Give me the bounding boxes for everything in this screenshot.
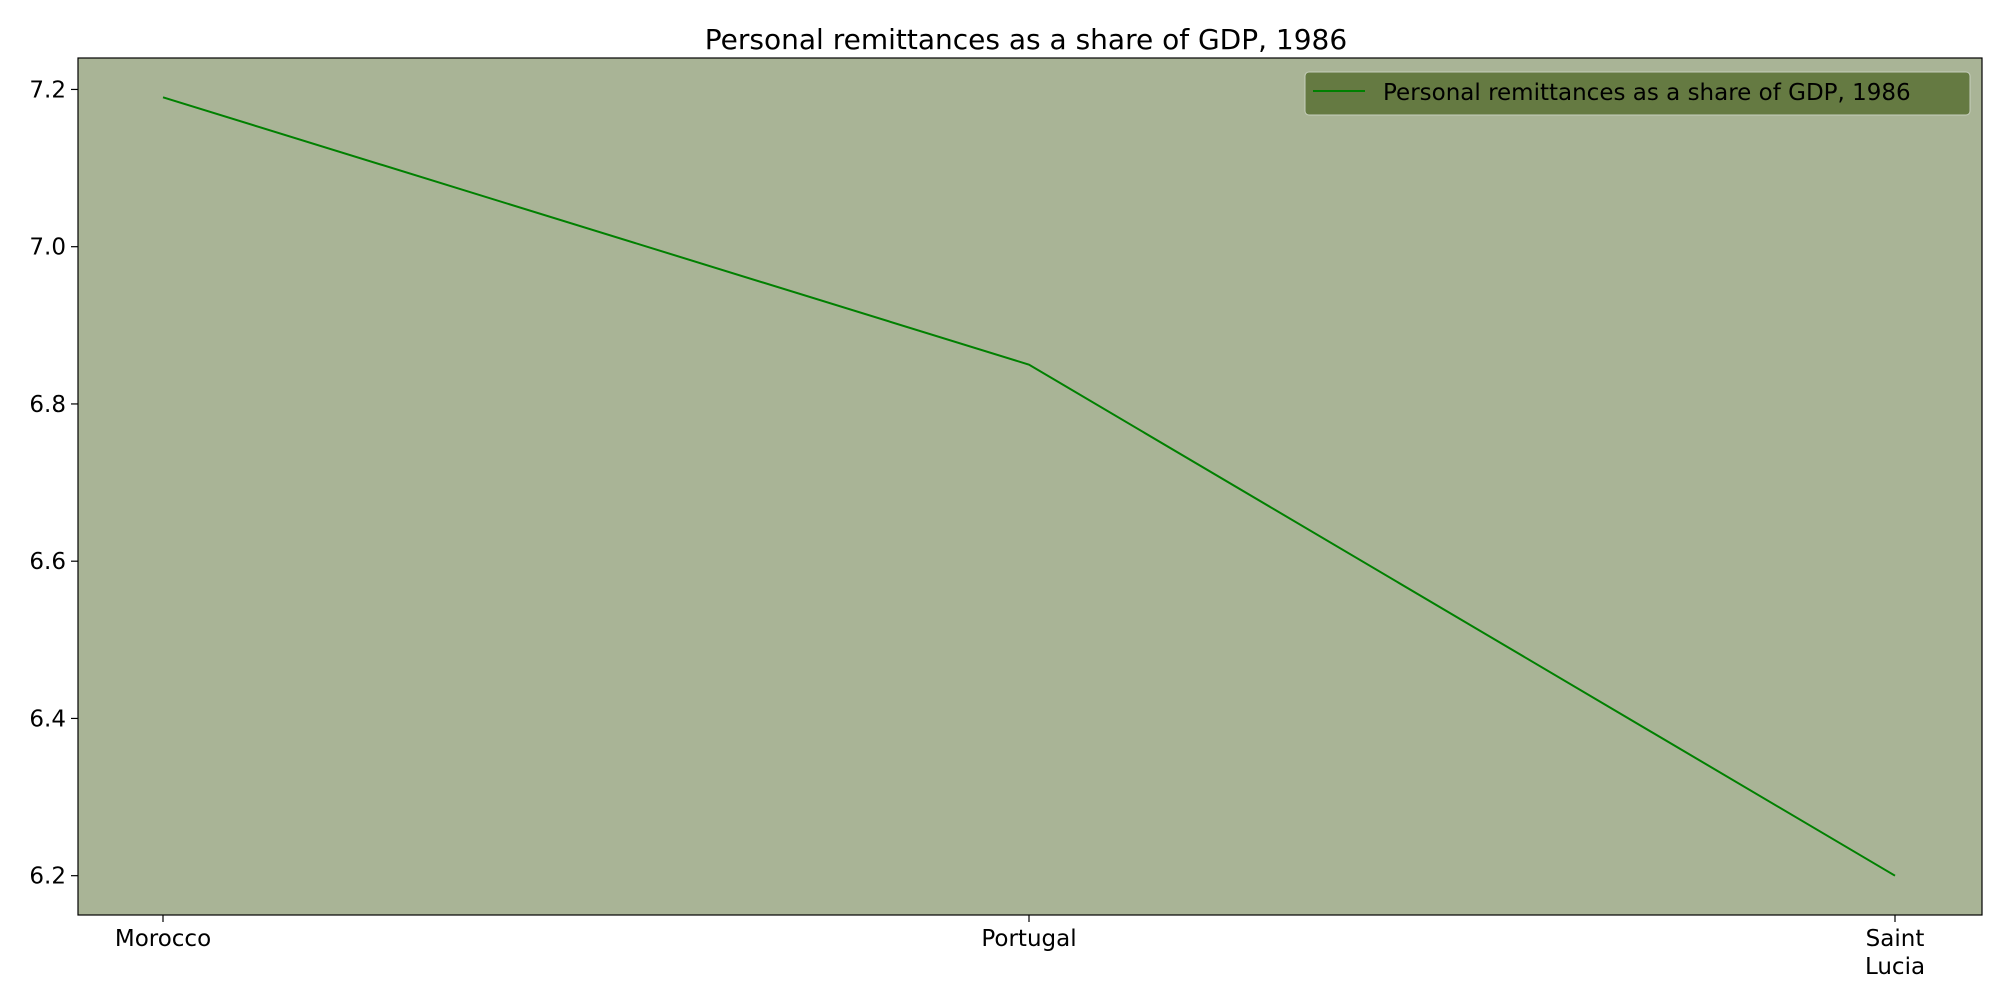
y-tick-label: 6.6 bbox=[29, 549, 66, 575]
series-line bbox=[162, 96, 1896, 877]
y-tick-label: 6.4 bbox=[29, 706, 66, 732]
y-tick-label: 6.8 bbox=[29, 392, 66, 418]
chart-title: Personal remittances as a share of GDP, … bbox=[705, 23, 1347, 56]
x-tick-label: Portugal bbox=[981, 926, 1076, 952]
x-tick-label: Saint Lucia bbox=[1865, 926, 1925, 980]
series-layer bbox=[162, 96, 1896, 877]
y-tick-label: 7.2 bbox=[29, 77, 66, 103]
y-tick-label: 7.0 bbox=[29, 235, 66, 261]
x-tick-label: Morocco bbox=[115, 926, 211, 952]
legend-label: Personal remittances as a share of GDP, … bbox=[1383, 80, 1911, 106]
y-tick-label: 6.2 bbox=[29, 864, 66, 890]
x-axis: Morocco Portugal Saint Lucia bbox=[115, 915, 1925, 980]
y-axis: 6.2 6.4 6.6 6.8 7.0 7.2 bbox=[29, 77, 78, 890]
legend: Personal remittances as a share of GDP, … bbox=[1304, 71, 1971, 116]
plot-area bbox=[77, 57, 1983, 916]
legend-box bbox=[1304, 71, 1971, 116]
